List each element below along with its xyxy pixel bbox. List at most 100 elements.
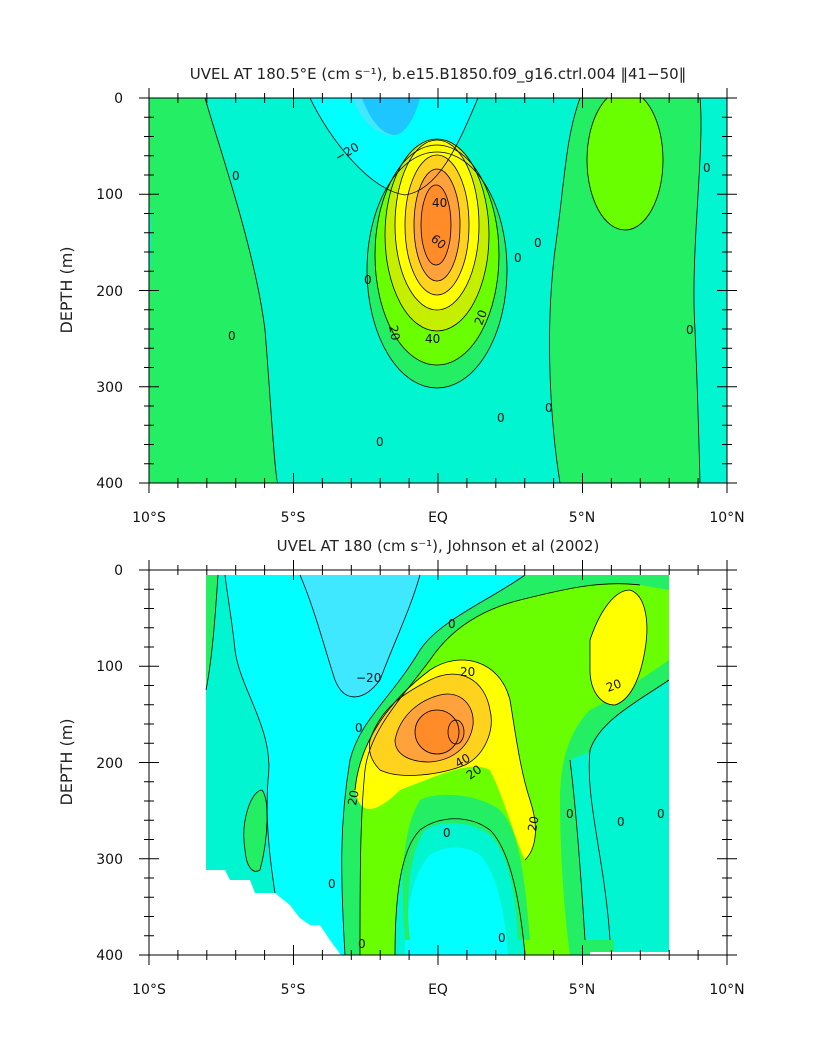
top-band-pos70 — [421, 185, 451, 265]
bot-clabel-14: 0 — [498, 931, 506, 945]
bot-band-western-edge — [206, 575, 218, 690]
chart-top: UVEL AT 180.5°E (cm s⁻¹), b.e15.B1850.f0… — [57, 65, 745, 526]
top-ytick-0: 0 — [114, 91, 123, 107]
top-contour-0-west — [204, 98, 279, 483]
top-ytick-100: 100 — [96, 187, 123, 203]
bot-contour-pos20 — [359, 583, 641, 955]
bot-contour-east-neg — [569, 759, 586, 941]
top-xtick-10N: 10°N — [709, 510, 744, 526]
bot-xtick-10N: 10°N — [709, 982, 744, 998]
bot-band-pos70 — [448, 720, 464, 744]
top-clabel-7: 0 — [514, 251, 522, 265]
top-contour-pos60 — [413, 168, 461, 282]
bot-contour-central-neg — [394, 818, 526, 955]
bot-contour-west — [205, 574, 219, 691]
bot-contour-pos30 — [354, 659, 536, 861]
top-contour-neg20 — [309, 98, 479, 196]
bot-contour-pos50 — [394, 693, 474, 763]
top-tick-marks — [139, 88, 737, 493]
top-contour-pos30 — [384, 138, 490, 332]
bot-band-central-neg-inner — [405, 847, 508, 955]
bot-clabel-11: 0 — [566, 807, 574, 821]
top-band-western-edge — [149, 200, 152, 280]
bot-contour-neg20 — [299, 574, 421, 698]
bot-clabel-5: 40 — [453, 751, 473, 771]
bot-clabel-7: 20 — [345, 789, 361, 806]
top-contour-pos50 — [404, 154, 470, 296]
bot-clabel-3: 0 — [355, 721, 363, 735]
bot-band-east-max — [590, 590, 647, 705]
bot-clabel-13: 0 — [657, 807, 665, 821]
bottom-axes: 10°S 5°S EQ 5°N 10°N 0 100 200 300 400 — [96, 560, 745, 998]
top-clabel-10: 20 — [472, 308, 490, 327]
bot-contour-pos10 — [341, 574, 526, 955]
top-clabel-12: 0 — [376, 435, 384, 449]
top-clabel-3: 0 — [364, 273, 372, 287]
bot-contour-neg-region — [224, 574, 276, 894]
top-clabel-13: 0 — [497, 411, 505, 425]
bot-band-neg-region — [225, 575, 525, 955]
bot-band-east-neg — [570, 746, 669, 952]
top-clabel-1: 0 — [232, 169, 240, 183]
bot-ytick-200: 200 — [96, 756, 123, 772]
bot-clabel-1: 0 — [448, 617, 456, 631]
bot-ytick-0: 0 — [114, 563, 123, 579]
chart-top-ylabel: DEPTH (m) — [57, 246, 76, 333]
top-ytick-200: 200 — [96, 284, 123, 300]
top-contour-0-central — [549, 98, 581, 483]
top-contour-pos70 — [420, 184, 452, 266]
chart-top-field — [149, 98, 727, 483]
chart-bottom-field — [205, 574, 670, 955]
top-clabel-14: 0 — [545, 401, 553, 415]
bot-ytick-300: 300 — [96, 852, 123, 868]
bot-xtick-5N: 5°N — [569, 982, 595, 998]
bot-contour-lines — [205, 574, 670, 955]
top-ytick-300: 300 — [96, 380, 123, 396]
top-ytick-400: 400 — [96, 476, 123, 492]
top-contour-pos40 — [394, 139, 480, 311]
chart-bottom: UVEL AT 180 (cm s⁻¹), Johnson et al (200… — [57, 537, 745, 998]
bot-contour-east-channel — [588, 679, 670, 941]
chart-bottom-title: UVEL AT 180 (cm s⁻¹), Johnson et al (200… — [277, 537, 600, 555]
top-xtick-5N: 5°N — [569, 510, 595, 526]
top-contour-pos10 — [366, 151, 508, 389]
bot-band-sw-blob — [243, 790, 268, 872]
bot-contour-pos60 — [414, 709, 460, 755]
bot-clabel-9: 0 — [328, 877, 336, 891]
top-axes: 10°S 5°S EQ 5°N 10°N 0 100 200 300 400 — [96, 88, 745, 526]
bot-contour-pos40 — [368, 673, 492, 776]
bot-clabel-16: 20 — [604, 676, 623, 694]
top-xtick-5S: 5°S — [281, 510, 306, 526]
top-contour-lines — [204, 98, 702, 483]
top-band-neg40 — [362, 98, 420, 135]
bot-clabel-15: 0 — [358, 937, 366, 951]
chart-bottom-ylabel: DEPTH (m) — [57, 718, 76, 805]
top-clabel-15: 0 — [686, 323, 694, 337]
bot-ytick-100: 100 — [96, 659, 123, 675]
top-clabel-16: 0 — [703, 161, 711, 175]
bot-contour-labels: 0 −20 0 20 40 20 20 0 0 20 0 0 0 0 0 20 — [328, 617, 665, 951]
top-clabel-8: 20 — [386, 324, 402, 341]
bot-ytick-400: 400 — [96, 948, 123, 964]
top-xtick-EQ: EQ — [428, 510, 448, 526]
top-contour-0-east — [693, 98, 702, 483]
bot-xtick-EQ: EQ — [428, 982, 448, 998]
top-clabel-6: 0 — [534, 236, 542, 250]
top-xtick-10S: 10°S — [132, 510, 166, 526]
top-clabel-11: 0 — [228, 329, 236, 343]
bot-contour-pos70 — [447, 719, 465, 745]
bot-xtick-5S: 5°S — [281, 982, 306, 998]
bot-contour-east-max — [589, 589, 648, 706]
bot-clabel-10: 20 — [525, 815, 541, 832]
bottom-tick-marks — [139, 560, 737, 965]
bot-contour-sw-blob — [243, 789, 268, 872]
top-clabel-4: 40 — [432, 196, 447, 210]
bot-band-mid-channel — [402, 794, 530, 940]
bot-clabel-2: −20 — [356, 671, 381, 685]
bot-band-pos60 — [415, 710, 459, 754]
bot-clabel-4: 20 — [460, 665, 475, 679]
bot-clabel-8: 0 — [443, 826, 451, 840]
chart-top-title: UVEL AT 180.5°E (cm s⁻¹), b.e15.B1850.f0… — [190, 65, 686, 84]
top-clabel-9: 40 — [425, 332, 440, 346]
